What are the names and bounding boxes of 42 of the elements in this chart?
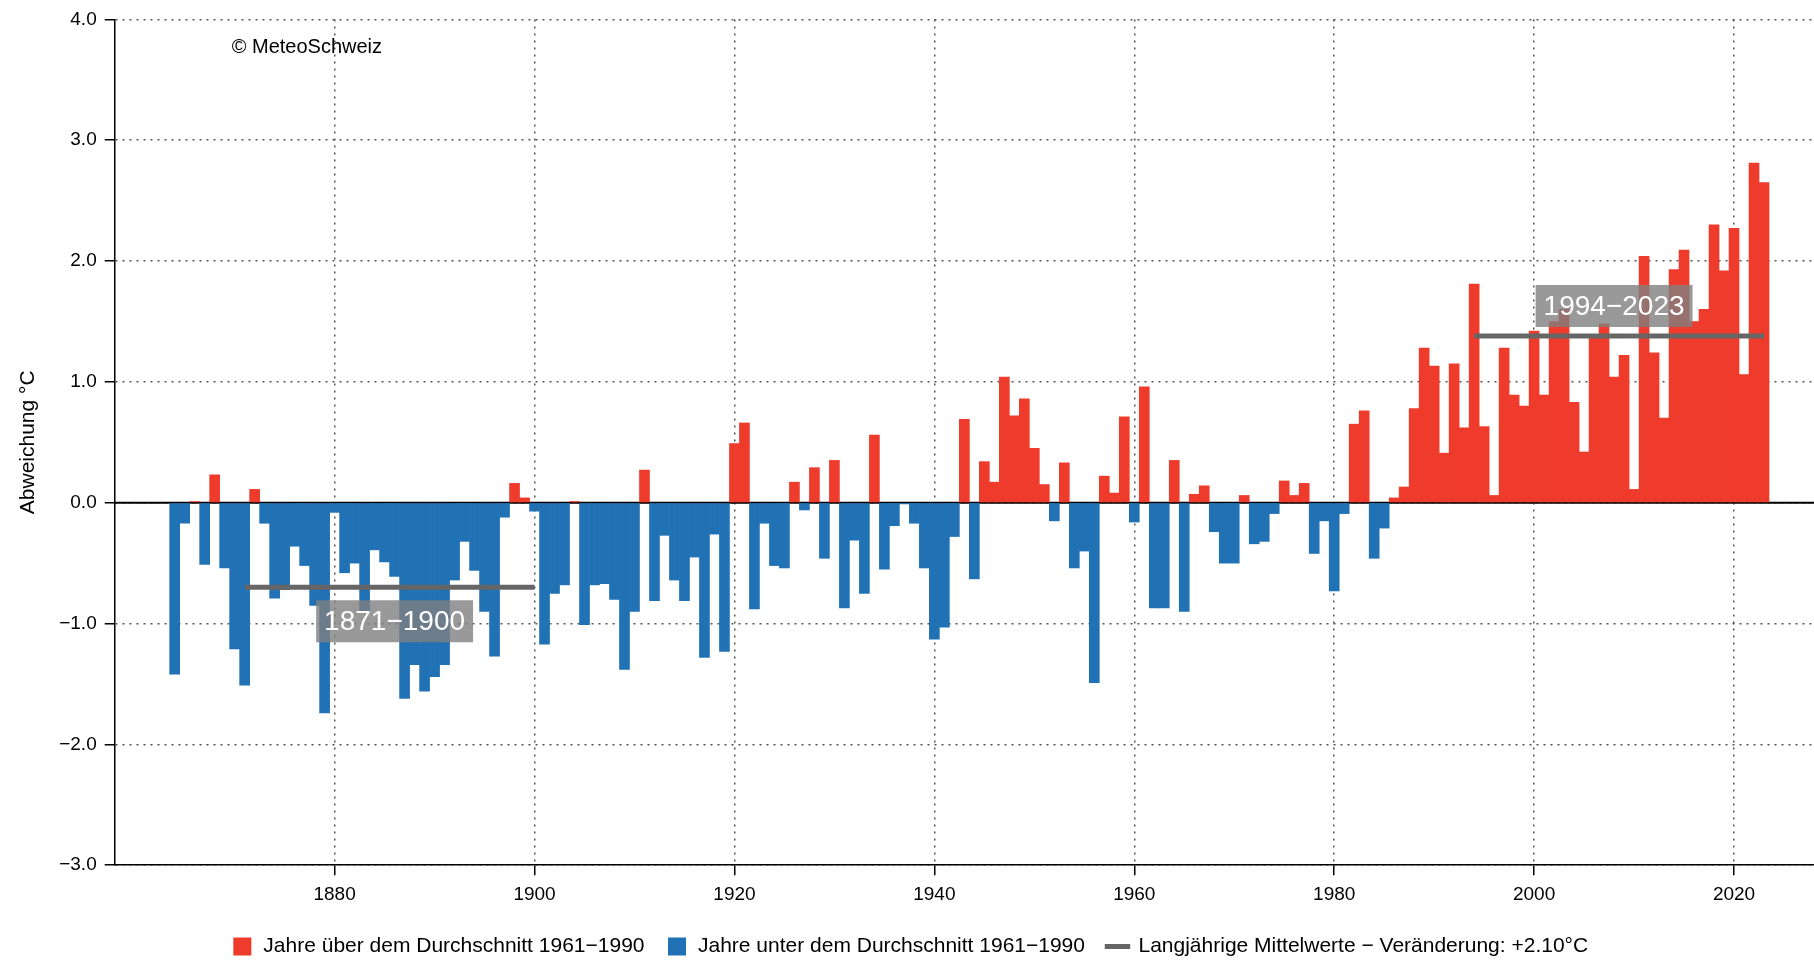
bar — [829, 460, 840, 503]
y-tick-label: −3.0 — [59, 853, 97, 875]
bar — [209, 474, 220, 503]
y-tick-label: 0.0 — [70, 490, 97, 512]
x-tick-label: 1900 — [513, 882, 556, 904]
legend-label: Jahre unter dem Durchschnitt 1961−1990 — [697, 933, 1085, 957]
annotation: 1994−2023 — [1543, 289, 1685, 321]
x-tick-label: 2000 — [1512, 882, 1556, 904]
bar — [1168, 460, 1180, 503]
bar — [199, 503, 210, 565]
bar — [1128, 503, 1140, 523]
x-tick-label: 1920 — [713, 882, 756, 904]
x-tick-label: 1940 — [913, 882, 956, 904]
y-tick-label: −2.0 — [59, 732, 97, 754]
y-tick-label: 3.0 — [70, 128, 97, 150]
bar — [249, 489, 260, 503]
legend-label: Jahre über dem Durchschnitt 1961−1990 — [263, 933, 645, 957]
bar — [969, 503, 980, 580]
y-tick-label: 2.0 — [70, 249, 97, 271]
y-tick-label: 4.0 — [70, 7, 97, 29]
bar — [819, 503, 830, 559]
bar — [1178, 503, 1190, 612]
bar — [799, 503, 810, 511]
x-tick-label: 2020 — [1712, 882, 1756, 904]
bar — [1058, 462, 1070, 503]
bar — [1048, 503, 1060, 522]
annotation: 1871−1900 — [324, 605, 466, 637]
bar — [639, 469, 650, 503]
x-tick-label: 1960 — [1113, 882, 1156, 904]
bar — [809, 467, 820, 503]
y-axis-title: Abweichung °C — [15, 370, 39, 515]
y-tick-label: −1.0 — [59, 611, 97, 633]
legend-label: Langjährige Mittelwerte − Veränderung: +2.10°C — [1138, 933, 1589, 957]
bar — [959, 419, 970, 503]
annotation: © MeteoSchweiz — [231, 34, 383, 57]
bar — [869, 434, 880, 503]
x-tick-label: 1880 — [313, 882, 356, 904]
y-tick-label: 1.0 — [70, 370, 97, 392]
bar — [789, 481, 800, 503]
bar — [1238, 495, 1250, 503]
x-tick-label: 1980 — [1313, 882, 1356, 904]
bar — [1138, 386, 1150, 503]
